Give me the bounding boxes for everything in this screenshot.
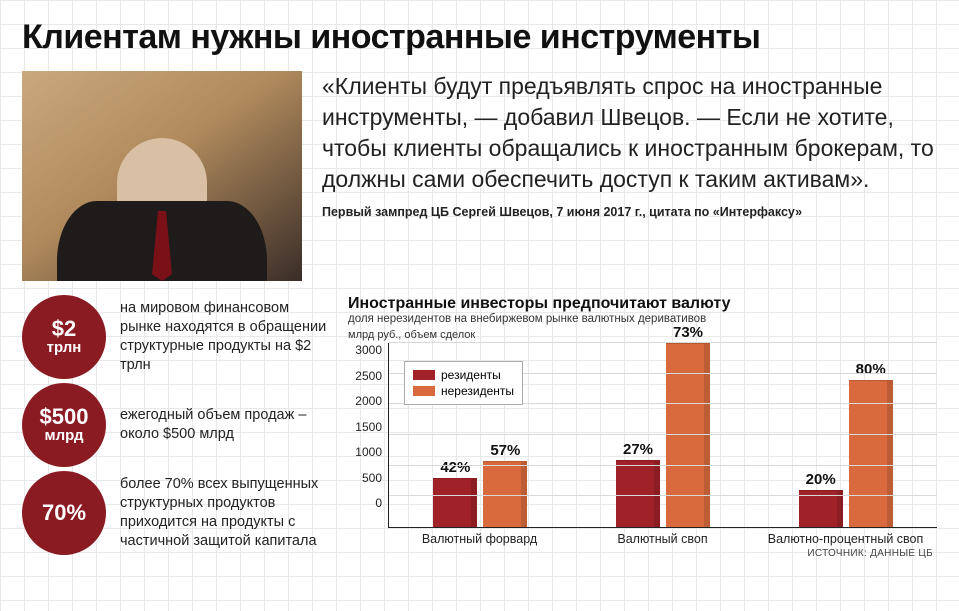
stat-big: 70%	[42, 502, 86, 524]
x-label: Валютно-процентный своп	[754, 532, 937, 546]
bar-label: 42%	[440, 459, 470, 476]
x-axis-labels: Валютный форвардВалютный свопВалютно-про…	[388, 532, 937, 546]
x-label: Валютный форвард	[388, 532, 571, 546]
chart-legend: резиденты нерезиденты	[404, 361, 523, 405]
y-tick: 2500	[348, 369, 382, 383]
chart-source: ИСТОЧНИК: ДАННЫЕ ЦБ	[348, 548, 933, 559]
stat-text: на мировом финансовом рынке находятся в …	[120, 299, 334, 374]
bar-group: 20% 80%	[754, 343, 937, 527]
x-label: Валютный своп	[571, 532, 754, 546]
stat-big: $500	[40, 406, 89, 428]
stat-text: ежегодный объем продаж – около $500 млрд	[120, 406, 334, 444]
stat-row: $2 трлн на мировом финансовом рынке нахо…	[22, 295, 334, 379]
stat-unit: млрд	[45, 428, 84, 445]
stat-text: более 70% всех выпущенных структурных пр…	[120, 475, 334, 550]
chart-subtitle: доля нерезидентов на внебиржевом рынке в…	[348, 313, 937, 325]
bar-nonresident: 80%	[849, 380, 893, 527]
stat-bubble: $500 млрд	[22, 383, 106, 467]
bar-resident: 42%	[433, 478, 477, 527]
stats-column: $2 трлн на мировом финансовом рынке нахо…	[22, 295, 334, 559]
stat-row: $500 млрд ежегодный объем продаж – около…	[22, 383, 334, 467]
legend-swatch-resident	[413, 370, 435, 380]
bar-nonresident: 57%	[483, 461, 527, 527]
stat-unit: трлн	[47, 340, 82, 357]
stat-bubble: 70%	[22, 471, 106, 555]
bar-label: 73%	[673, 324, 703, 341]
chart: Иностранные инвесторы предпочитают валют…	[348, 295, 937, 559]
stat-bubble: $2 трлн	[22, 295, 106, 379]
gridline	[389, 342, 937, 343]
bar-label: 57%	[490, 442, 520, 459]
bar-label: 80%	[856, 361, 886, 378]
y-tick: 2000	[348, 394, 382, 408]
bar-label: 27%	[623, 441, 653, 458]
legend-label-nonresident: нерезиденты	[441, 384, 514, 398]
y-tick: 1500	[348, 420, 382, 434]
y-tick: 1000	[348, 445, 382, 459]
stat-big: $2	[52, 318, 76, 340]
bar-label: 20%	[806, 471, 836, 488]
legend-swatch-nonresident	[413, 386, 435, 396]
bar-group: 27%73%	[572, 343, 755, 527]
headline: Клиентам нужны иностранные инструменты	[22, 18, 937, 57]
y-tick: 3000	[348, 343, 382, 357]
bar-resident: 27%	[616, 460, 660, 527]
quote-text: «Клиенты будут предъявлять спрос на инос…	[322, 71, 937, 195]
legend-label-resident: резиденты	[441, 368, 501, 382]
gridline	[389, 434, 937, 435]
y-tick: 500	[348, 471, 382, 485]
gridline	[389, 465, 937, 466]
bar-nonresident: 73%	[666, 343, 710, 527]
y-axis: 0 500 1000 1500 2000 2500 3000	[348, 343, 388, 528]
stat-row: 70% более 70% всех выпущенных структурны…	[22, 471, 334, 555]
chart-title: Иностранные инвесторы предпочитают валют…	[348, 295, 937, 313]
quote-caption: Первый зампред ЦБ Сергей Швецов, 7 июня …	[322, 205, 937, 219]
portrait-photo	[22, 71, 302, 281]
chart-ylabel: млрд руб., объем сделок	[348, 329, 937, 341]
gridline	[389, 495, 937, 496]
y-tick: 0	[348, 496, 382, 510]
